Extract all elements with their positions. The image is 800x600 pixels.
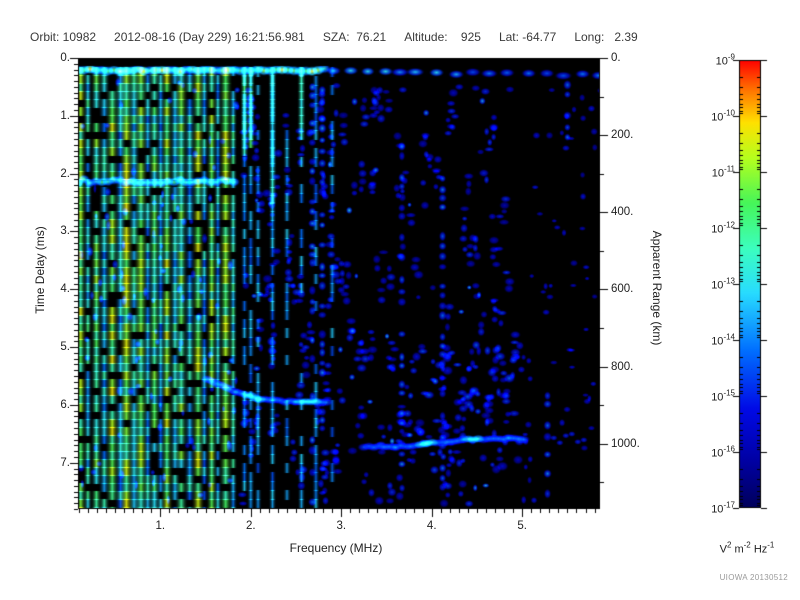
- sza-value: SZA: 76.21: [322, 30, 387, 44]
- x-axis-title-frequency: Frequency (MHz): [289, 541, 383, 555]
- apparent-range-tick-label: 400.: [611, 206, 634, 219]
- time-delay-tick-label: 0.: [60, 52, 70, 64]
- colorbar-tick-label: 10-9: [715, 52, 735, 68]
- apparent-range-tick-label: 1000.: [611, 437, 640, 450]
- time-delay-tick-label: 6.: [60, 398, 70, 411]
- colorbar-tick-label: 10-10: [711, 108, 735, 124]
- colorbar-tick-label: 10-12: [711, 220, 735, 236]
- apparent-range-tick-label: 600.: [611, 283, 634, 296]
- colorbar-tick-label: 10-11: [711, 164, 735, 180]
- colorbar-tick-label: 10-17: [711, 500, 735, 516]
- datetime-value: 2012-08-16 (Day 229) 16:21:56.981: [114, 30, 305, 44]
- colorbar-tick-label: 10-15: [711, 388, 735, 404]
- time-delay-tick-label: 4.: [60, 283, 70, 296]
- apparent-range-tick-label: 800.: [611, 360, 634, 373]
- colorbar-tick-label: 10-13: [711, 276, 735, 292]
- time-delay-tick-label: 3.: [60, 225, 70, 238]
- orbit-value: Orbit: 10982: [30, 30, 97, 44]
- longitude-value: Long: 2.39: [574, 30, 638, 44]
- colorbar-unit-label: V2 m-2 Hz-1: [719, 540, 775, 556]
- apparent-range-tick-label: 0.: [611, 52, 621, 64]
- y-axis-title-apparent-range: Apparent Range (km): [650, 230, 664, 346]
- time-delay-tick-label: 5.: [60, 341, 70, 354]
- latitude-value: Lat: -64.77: [498, 30, 557, 44]
- x-tick-label: 3.: [336, 520, 347, 532]
- watermark: UIOWA 20130512: [719, 573, 788, 582]
- time-delay-tick-label: 1.: [60, 109, 70, 122]
- time-delay-tick-label: 2.: [60, 167, 70, 180]
- x-tick-label: 5.: [517, 520, 527, 532]
- colorbar-tick-label: 10-14: [711, 332, 735, 348]
- x-tick-label: 1.: [155, 520, 166, 532]
- apparent-range-tick-label: 200.: [611, 129, 634, 142]
- header-info-bar: Orbit: 10982 2012-08-16 (Day 229) 16:21:…: [30, 30, 638, 44]
- time-delay-tick-label: 7.: [60, 456, 70, 469]
- x-tick-label: 2.: [245, 520, 256, 532]
- x-tick-label: 4.: [426, 520, 437, 532]
- colorbar-tick-label: 10-16: [711, 444, 735, 460]
- y-axis-title-time-delay: Time Delay (ms): [33, 226, 47, 314]
- altitude-value: Altitude: 925: [404, 30, 481, 44]
